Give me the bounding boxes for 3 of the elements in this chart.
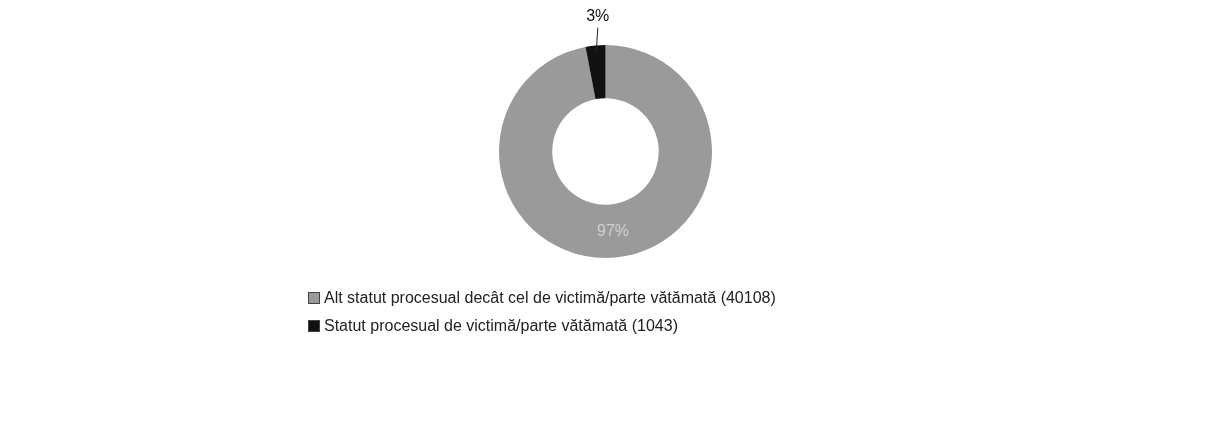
legend-label: Alt statut procesual decât cel de victimă/parte vătămată (40108)	[324, 289, 776, 307]
legend-label: Statut procesual de victimă/parte vătămată (1043)	[324, 317, 678, 335]
data-label: 3%	[586, 7, 610, 25]
